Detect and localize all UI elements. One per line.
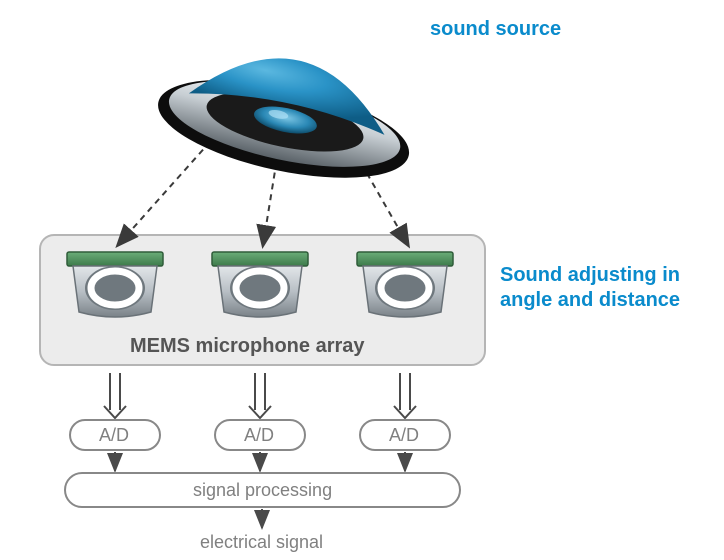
sound-adjusting-label: Sound adjusting in angle and distance [500,263,680,313]
mems-array-label: MEMS microphone array [130,335,365,358]
ad-label-3: A/D [389,425,419,446]
mic-1 [67,252,163,317]
electrical-signal-label: electrical signal [200,532,323,553]
ad-label-1: A/D [99,425,129,446]
signal-processing-label: signal processing [193,480,332,501]
arrow-array-ad-3 [394,373,416,418]
speaker-icon [150,34,424,197]
arrow-array-ad-2 [249,373,271,418]
arrow-array-ad-1 [104,373,126,418]
sound-source-label: sound source [430,18,561,41]
sound-adjusting-line2: angle and distance [500,289,680,311]
ad-label-2: A/D [244,425,274,446]
mic-2 [212,252,308,317]
mic-3 [357,252,453,317]
sound-adjusting-line1: Sound adjusting in [500,264,680,286]
